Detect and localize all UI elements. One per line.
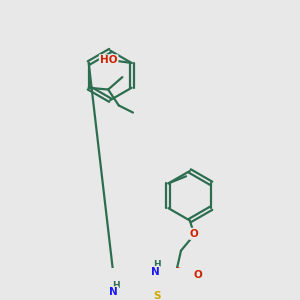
Text: S: S xyxy=(153,291,161,300)
Text: O: O xyxy=(194,269,202,280)
Text: N: N xyxy=(151,267,160,277)
Text: H: H xyxy=(153,260,161,269)
Text: N: N xyxy=(109,287,118,297)
Text: H: H xyxy=(112,281,119,290)
Text: O: O xyxy=(190,229,199,239)
Text: HO: HO xyxy=(100,55,117,65)
